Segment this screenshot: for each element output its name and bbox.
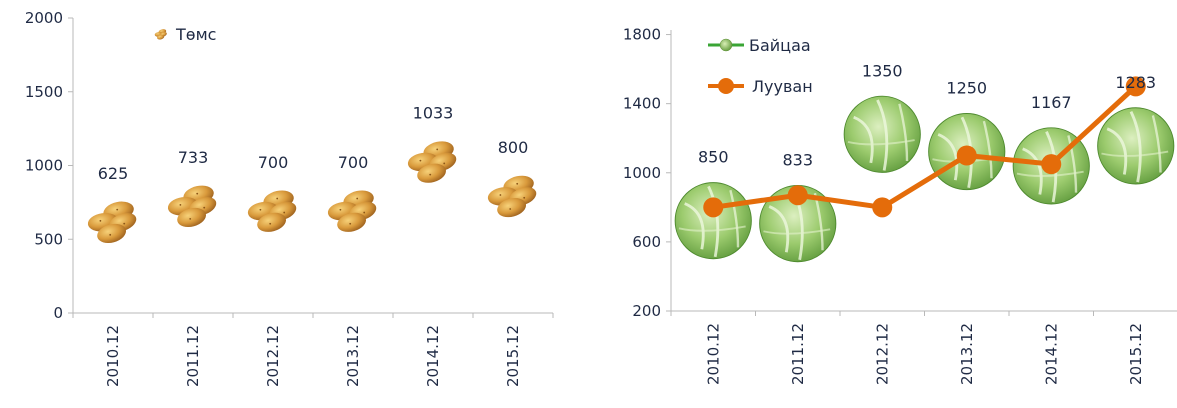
series-point-luuvan [703,197,724,218]
x-tick-label: 2011.12 [789,323,807,385]
series-point-luuvan [1125,76,1146,97]
data-label: 1350 [862,61,903,80]
x-tick-label: 2013.12 [344,325,362,387]
potato-icon [486,173,539,221]
x-tick-label: 2013.12 [958,323,976,385]
x-tick-label: 2015.12 [1127,323,1145,385]
y-tick-label: 2000 [25,9,63,27]
series-point-luuvan [787,185,808,206]
cabbage-icon [842,94,922,174]
legend: Байцаа Лууван [708,36,813,96]
x-tick-label: 2012.12 [264,325,282,387]
data-label: 1283 [1115,73,1156,92]
y-tick-label: 200 [632,302,661,320]
data-label: 1250 [946,79,987,98]
data-label: 625 [98,164,129,183]
data-label: 800 [498,138,529,157]
data-label: 833 [782,151,813,170]
x-tick-label: 2014.12 [1042,323,1060,385]
potato-icon [166,182,219,231]
y-tick-label: 1000 [623,164,661,182]
x-tick-label: 2010.12 [104,325,122,387]
x-tick-label: 2011.12 [184,325,202,387]
series-point-luuvan [1041,154,1062,175]
data-label: 1033 [413,104,454,123]
cabbage-icon [673,181,753,261]
potato-icon [86,198,139,247]
y-tick-label: 0 [53,304,63,322]
x-tick-label: 2012.12 [873,323,891,385]
potato-icon [406,138,459,186]
series-point-luuvan [956,145,977,166]
legend-marker-cabbage-icon [719,38,733,52]
y-tick-label: 1000 [25,157,63,175]
potato-chart: 0 500 1000 1500 2000 2010.12 2011.12 2012.12 20… [25,9,554,387]
data-label: 700 [258,153,289,172]
data-label: 700 [338,153,369,172]
potato-icon [246,187,299,235]
legend-label: Байцаа [749,36,811,55]
data-label: 850 [698,148,729,167]
y-tick-label: 600 [632,233,661,251]
legend-marker-potato-icon [154,28,168,41]
cabbage-icon [1096,106,1176,186]
legend: Төмс [154,25,216,44]
series-point-luuvan [872,197,893,218]
y-tick-label: 1400 [623,95,661,113]
legend-marker-luuvan [718,78,734,94]
y-tick-label: 500 [34,230,63,248]
series-line-luuvan [712,84,1138,210]
data-label: 733 [178,148,209,167]
legend-label: Төмс [175,25,216,44]
vegetable-chart: 200 600 1000 1400 1800 2010.12 2011.12 2012.12… [623,26,1177,385]
legend-label: Лууван [752,77,813,96]
y-tick-label: 1800 [623,26,661,44]
x-tick-label: 2015.12 [504,325,522,387]
data-label: 1167 [1031,93,1072,112]
potato-icon [326,187,379,235]
y-tick-label: 1500 [25,83,63,101]
x-tick-label: 2010.12 [704,323,722,385]
potato-icon [154,28,168,41]
x-tick-label: 2014.12 [424,325,442,387]
